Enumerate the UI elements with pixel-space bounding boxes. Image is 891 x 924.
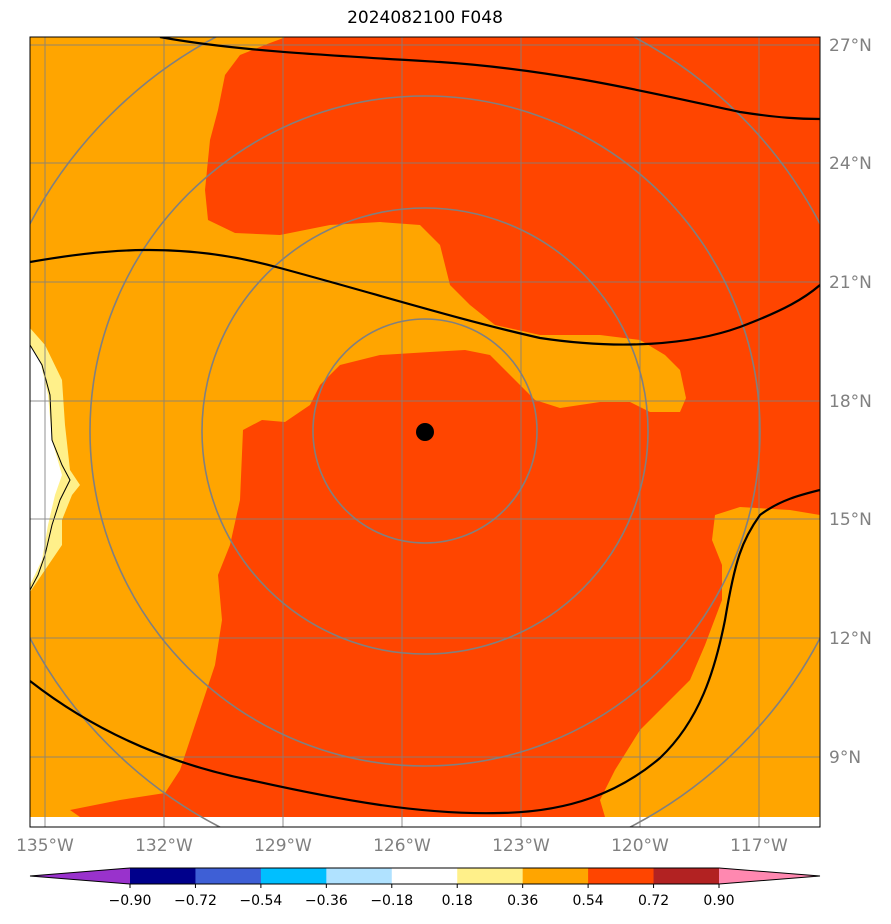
colorbar-segment <box>130 868 196 884</box>
colorbar-segment <box>588 868 655 884</box>
colorbar-tick-label: 0.36 <box>507 893 538 909</box>
colorbar-tick-label: 0.18 <box>442 893 473 909</box>
field-white-coast <box>30 345 62 585</box>
lon-tick-label: 117°W <box>730 836 788 856</box>
colorbar-segment <box>195 868 262 884</box>
colorbar-segment <box>522 868 589 884</box>
lat-tick-label: 18°N <box>829 392 872 412</box>
colorbar-tick-label: 0.72 <box>638 893 669 909</box>
colorbar-segment <box>653 868 720 884</box>
colorbar-segment <box>457 868 524 884</box>
colorbar-extend-high <box>719 868 820 884</box>
colorbar-segment <box>260 868 327 884</box>
lat-tick-label: 15°N <box>829 510 872 530</box>
lat-tick-label: 9°N <box>829 748 861 768</box>
colorbar-extend-low <box>30 868 130 884</box>
range-ring-1 <box>312 318 538 544</box>
contour-north <box>159 37 820 121</box>
gridlines <box>30 37 820 827</box>
lat-tick-label: 12°N <box>829 629 872 649</box>
coastline <box>30 344 71 591</box>
field-white-band <box>30 817 820 827</box>
field-redorange-region <box>70 37 820 817</box>
colorbar-segment <box>391 868 458 884</box>
lat-tick-label: 21°N <box>829 273 872 293</box>
lat-tick-label: 27°N <box>829 36 872 56</box>
lon-tick-label: 126°W <box>373 836 431 856</box>
contour-middle <box>30 248 820 346</box>
colorbar-tick-label: −0.90 <box>109 893 152 909</box>
colorbar-tick-label: 0.54 <box>573 893 604 909</box>
contour-lines <box>30 37 820 815</box>
range-ring-3 <box>89 95 761 767</box>
lon-tick-label: 135°W <box>16 836 74 856</box>
lat-tick-labels: 9°N 12°N 15°N 18°N 21°N 24°N 27°N <box>829 36 872 768</box>
lon-tick-label: 120°W <box>611 836 669 856</box>
colorbar: −0.90 −0.72 −0.54 −0.36 −0.18 0.18 0.36 0.54 0.7… <box>29 867 821 909</box>
lon-tick-labels: 135°W 132°W 129°W 126°W 123°W 120°W 117°… <box>16 836 788 856</box>
storm-center-marker <box>416 423 434 441</box>
map-frame <box>29 36 821 828</box>
colorbar-tick-label: −0.54 <box>239 893 282 909</box>
range-rings <box>30 37 820 827</box>
lon-tick-label: 132°W <box>135 836 193 856</box>
lat-tick-label: 24°N <box>829 154 872 174</box>
lon-tick-label: 129°W <box>254 836 312 856</box>
colorbar-tick-label: −0.36 <box>305 893 348 909</box>
range-ring-2 <box>201 207 649 655</box>
contour-south <box>30 488 820 815</box>
colorbar-tick-label: 0.90 <box>703 893 734 909</box>
map-plot-area <box>30 37 820 827</box>
colorbar-tick-label: −0.18 <box>370 893 413 909</box>
colorbar-tick-label: −0.72 <box>174 893 217 909</box>
lon-tick-label: 123°W <box>492 836 550 856</box>
colorbar-segment <box>326 868 393 884</box>
map-title: 2024082100 F048 <box>347 8 503 28</box>
